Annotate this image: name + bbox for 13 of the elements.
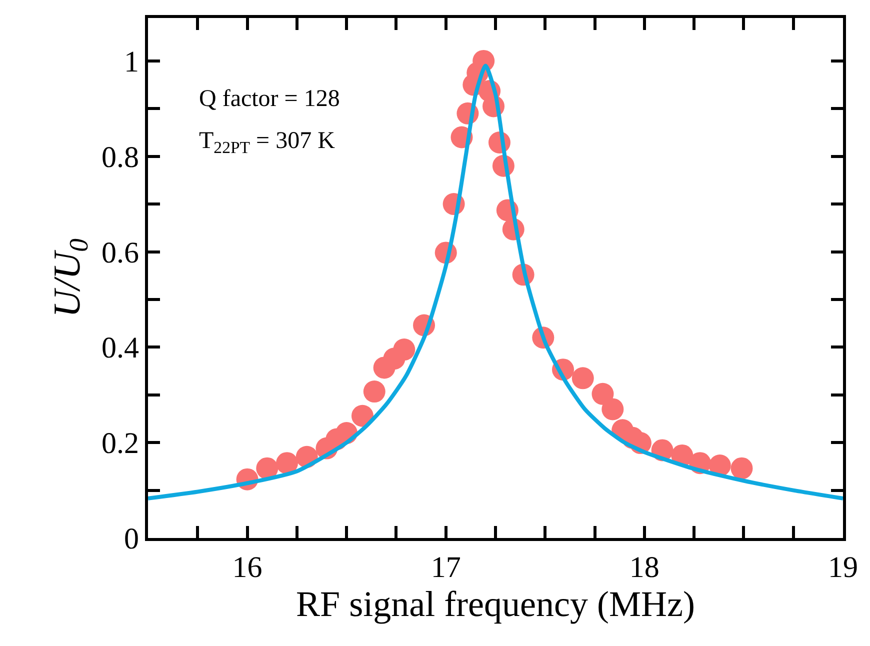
annotation: Q factor = 128	[199, 86, 340, 112]
y-tick-label: 1	[124, 45, 139, 78]
x-tick-label: 18	[629, 551, 660, 584]
y-tick-label: 0.2	[102, 427, 139, 460]
y-tick-label: 0.4	[102, 332, 139, 365]
x-axis-title: RF signal frequency (MHz)	[296, 584, 695, 624]
y-tick-label: 0.6	[102, 236, 139, 270]
y-tick-label: 0	[124, 522, 139, 556]
x-tick-label: 17	[430, 551, 461, 584]
annotation: T$_{22PT}$ = 307 K	[199, 128, 336, 158]
y-tick-label: 0.8	[102, 140, 139, 174]
x-tick-label: 19	[828, 551, 858, 584]
x-tick-label: 16	[232, 551, 262, 584]
